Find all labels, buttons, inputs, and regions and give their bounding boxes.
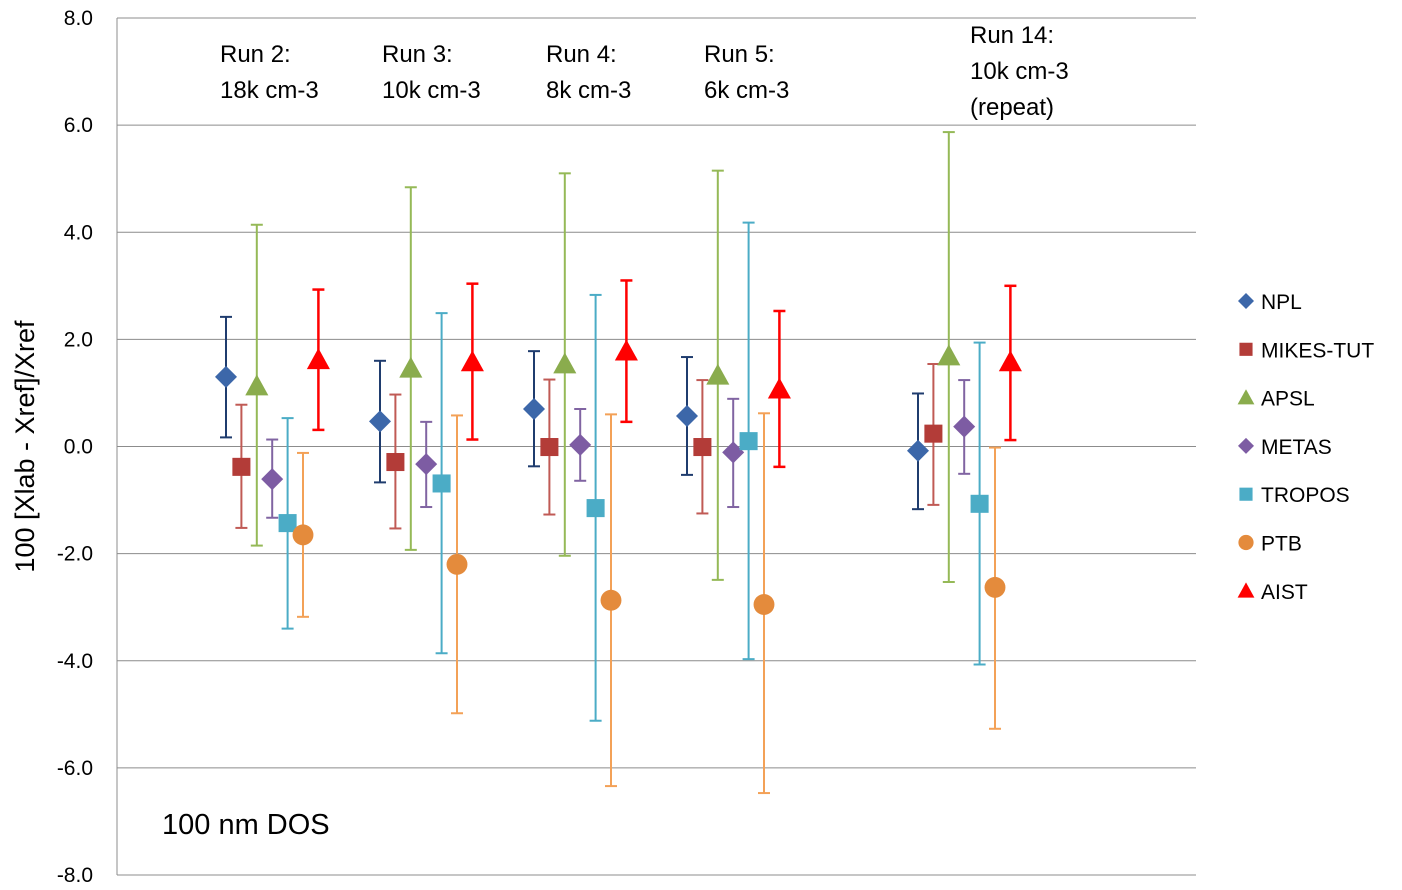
y-axis-label: 100 [Xlab - Xref]/Xref (10, 320, 40, 573)
legend-marker (1239, 342, 1253, 356)
data-point (706, 363, 730, 385)
legend-label: METAS (1261, 436, 1332, 459)
run-label: Run 3: 10k cm-3 (382, 41, 481, 104)
grid-lines (116, 17, 1196, 876)
y-tick-labels: 8.0 6.0 4.0 2.0 0.0 -2.0 -4.0 -6.0 -8.0 (57, 7, 93, 887)
legend-label: MIKES-TUT (1261, 339, 1374, 362)
y-tick-label: -8.0 (57, 864, 93, 887)
data-point (245, 374, 269, 396)
legend-item: AIST (1237, 581, 1308, 604)
y-tick-label: 6.0 (64, 114, 93, 137)
series-apsl (245, 131, 961, 584)
run-label-line: 6k cm-3 (704, 77, 789, 104)
legend-item: PTB (1238, 533, 1302, 556)
legend-label: NPL (1261, 291, 1302, 314)
data-point (739, 432, 758, 451)
legend-item: APSL (1237, 388, 1315, 411)
data-series (215, 131, 1022, 795)
legend-item: TROPOS (1239, 484, 1350, 507)
legend-marker (1237, 582, 1255, 598)
run-label-line: Run 3: (382, 41, 453, 68)
y-tick-label: 8.0 (64, 7, 93, 30)
data-point (278, 514, 297, 533)
legend-item: METAS (1238, 436, 1332, 459)
data-point (722, 441, 745, 464)
run-label-line: Run 4: (546, 41, 617, 68)
series-npl (215, 315, 929, 511)
data-point (232, 457, 251, 476)
data-point (432, 474, 451, 493)
data-point (907, 439, 929, 462)
y-tick-label: 2.0 (64, 328, 93, 351)
run-label: Run 2: 18k cm-3 (220, 41, 319, 104)
legend-marker (1238, 293, 1254, 309)
data-point (386, 453, 405, 472)
run-label-line: 18k cm-3 (220, 77, 319, 104)
legend-marker (1238, 437, 1254, 454)
data-point (553, 352, 577, 374)
data-point (937, 344, 961, 366)
y-tick-label: 4.0 (64, 221, 93, 244)
data-point (753, 594, 775, 615)
run-label-line: 10k cm-3 (970, 58, 1069, 85)
data-point (523, 398, 545, 421)
data-point (998, 350, 1022, 372)
legend-label: TROPOS (1261, 484, 1350, 507)
legend-label: AIST (1261, 581, 1308, 604)
run-label: Run 5: 6k cm-3 (704, 41, 789, 104)
data-point (953, 415, 976, 438)
y-tick-label: -4.0 (57, 650, 93, 673)
data-point (306, 348, 330, 370)
data-point (970, 494, 989, 513)
run-label-line: Run 2: (220, 41, 291, 68)
run-label: Run 4: 8k cm-3 (546, 41, 631, 104)
legend-marker (1239, 487, 1253, 501)
legend-marker (1238, 534, 1254, 551)
series-metas (261, 379, 976, 519)
legend-item: NPL (1238, 291, 1302, 314)
run-label-line: (repeat) (970, 94, 1054, 121)
y-tick-label: -2.0 (57, 543, 93, 566)
data-point (446, 553, 468, 575)
run-label: Run 14: 10k cm-3 (repeat) (970, 22, 1069, 121)
data-point (600, 589, 622, 611)
data-point (767, 377, 791, 399)
legend-label: APSL (1261, 388, 1315, 411)
data-point (292, 524, 314, 546)
series-ptb (292, 412, 1006, 795)
data-point (215, 365, 237, 388)
data-point (586, 499, 605, 518)
run-label-line: Run 14: (970, 22, 1054, 49)
data-point (415, 453, 438, 476)
data-point (924, 424, 943, 443)
chart-annotation: 100 nm DOS (162, 809, 330, 841)
data-point (540, 438, 559, 457)
series-tropos (278, 221, 989, 722)
run-label-line: Run 5: (704, 41, 775, 68)
legend-item: MIKES-TUT (1239, 339, 1374, 362)
run-labels: Run 2: 18k cm-3 Run 3: 10k cm-3 Run 4: 8k cm-… (220, 22, 1069, 121)
series-aist (306, 279, 1022, 469)
data-point (261, 468, 284, 491)
data-point (693, 438, 712, 457)
y-tick-label: 0.0 (64, 436, 93, 459)
data-point (984, 576, 1006, 598)
data-point (369, 410, 391, 433)
legend-label: PTB (1261, 533, 1302, 556)
legend: NPL MIKES-TUT APSL METAS TROPOS PTB AIST (1237, 291, 1374, 604)
data-point (676, 404, 698, 427)
legend-marker (1237, 389, 1255, 405)
y-tick-label: -6.0 (57, 757, 93, 780)
data-point (460, 350, 484, 372)
run-label-line: 8k cm-3 (546, 77, 631, 104)
run-label-line: 10k cm-3 (382, 77, 481, 104)
data-point (569, 433, 592, 456)
data-point (399, 356, 423, 378)
series-mikes-tut (232, 363, 943, 530)
data-point (614, 339, 638, 361)
